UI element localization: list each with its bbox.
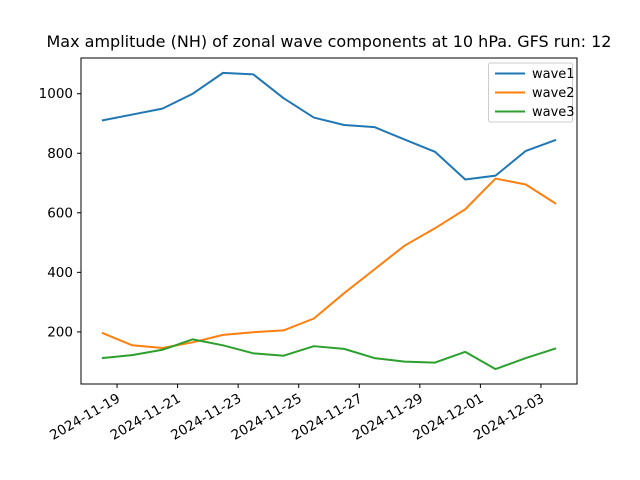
- y-tick-label: 600: [47, 205, 73, 221]
- y-tick-label: 400: [47, 265, 73, 281]
- chart-title: Max amplitude (NH) of zonal wave compone…: [47, 32, 612, 51]
- legend-label-wave2: wave2: [532, 86, 575, 101]
- axes-frame: [80, 57, 578, 385]
- wave3-line: [101, 338, 557, 371]
- wave1-line: [101, 71, 557, 181]
- y-tick-label: 1000: [39, 86, 73, 102]
- legend: wave1 wave2 wave3: [488, 62, 575, 123]
- legend-label-wave1: wave1: [532, 67, 575, 82]
- y-tick-label: 200: [47, 324, 73, 340]
- legend-box: [488, 62, 573, 123]
- legend-label-wave3: wave3: [532, 105, 575, 120]
- wave2-line: [101, 177, 557, 349]
- y-tick-label: 800: [47, 146, 73, 162]
